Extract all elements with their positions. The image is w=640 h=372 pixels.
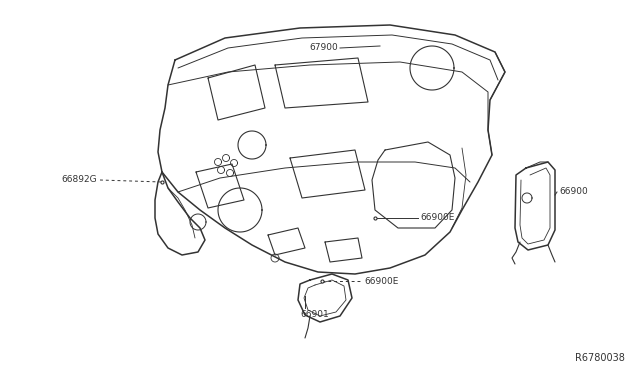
Text: 66892G: 66892G [61,176,97,185]
Text: 67900: 67900 [309,44,338,52]
Text: 66900E: 66900E [364,276,398,285]
Text: 66901: 66901 [300,310,329,319]
Text: R6780038: R6780038 [575,353,625,363]
Text: 66900: 66900 [559,187,588,196]
Text: 66900E: 66900E [420,214,454,222]
